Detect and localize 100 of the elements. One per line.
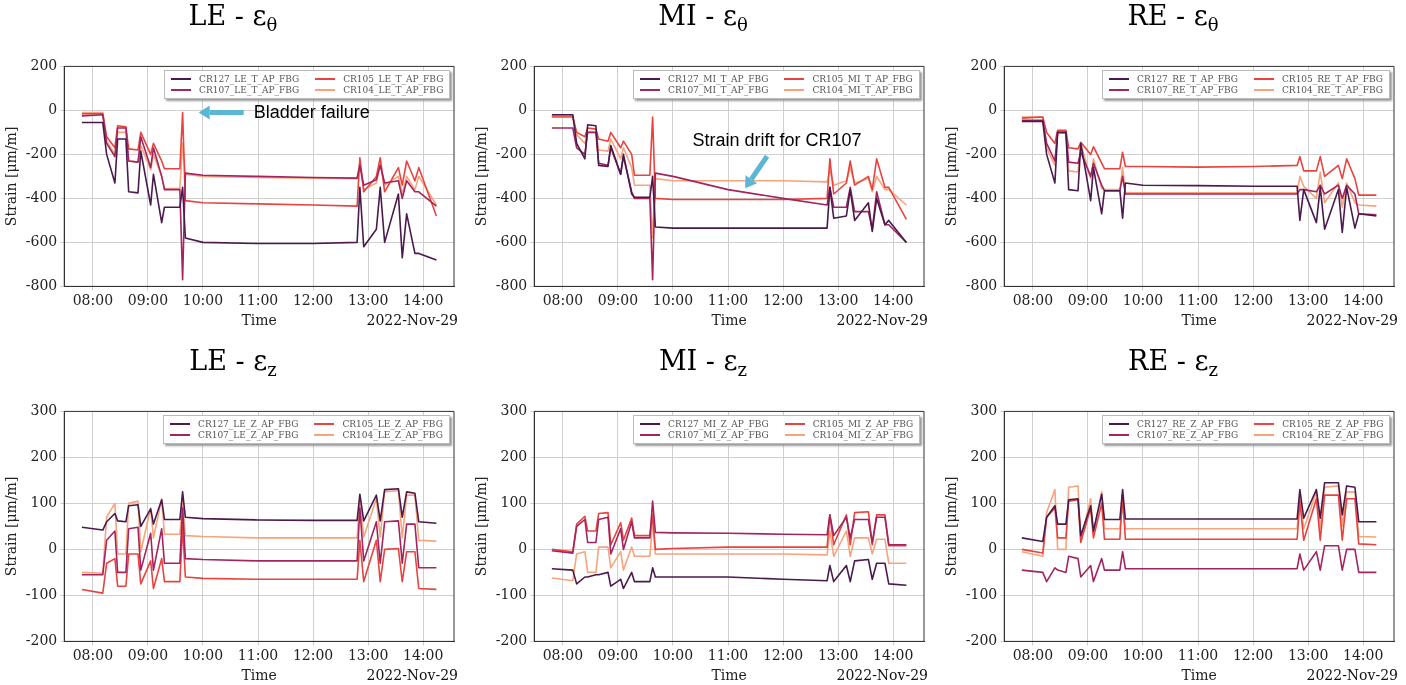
y-tick-label: 100	[30, 494, 58, 511]
y-tick-label: 100	[500, 494, 528, 511]
text: 2022-Nov-29	[836, 666, 928, 683]
y-tick-label: 0	[48, 101, 58, 118]
chart-title: MI - ε$_{θ}$	[657, 0, 749, 38]
y-axis-title: Strain [μm/m]	[473, 476, 490, 577]
x-tick-label: 10:00	[1122, 292, 1164, 309]
y-tick-label: 200	[970, 57, 998, 74]
y-tick-label: 100	[970, 494, 998, 511]
chart-title: MI - ε$_{z}$	[657, 345, 749, 383]
x-tick-label: 09:00	[1067, 647, 1109, 664]
y-tick-label: 300	[500, 402, 528, 419]
x-tick-label: 12:00	[1232, 292, 1274, 309]
x-tick-label: 13:00	[817, 292, 859, 309]
y-tick-label: 200	[500, 448, 528, 465]
x-tick-label: 13:00	[817, 647, 859, 664]
x-tick-label: 14:00	[1342, 292, 1384, 309]
legend-label: CR105_RE_Z_AP_FBG	[1282, 419, 1384, 430]
x-tick-label: 13:00	[347, 647, 389, 664]
x-tick-label: 09:00	[127, 647, 169, 664]
x-tick-label: 08:00	[542, 647, 584, 664]
x-tick-label: 11:00	[1177, 647, 1219, 664]
y-axis-title: Strain [μm/m]	[943, 126, 960, 227]
legend-label: CR104_LE_T_AP_FBG	[343, 85, 444, 96]
y-tick-label: -100	[965, 586, 998, 603]
x-tick-label: 09:00	[1067, 292, 1109, 309]
y-tick-label: 0	[988, 101, 998, 118]
y-tick-label: 300	[30, 402, 58, 419]
legend-label: CR107_RE_T_AP_FBG	[1137, 85, 1238, 96]
y-tick-label: 0	[518, 101, 528, 118]
legend-label: CR127_RE_T_AP_FBG	[1137, 74, 1238, 85]
x-tick-label: 11:00	[707, 292, 749, 309]
legend-label: CR104_MI_Z_AP_FBG	[812, 430, 914, 441]
y-tick-label: 0	[48, 540, 58, 557]
x-tick-label: 10:00	[652, 292, 694, 309]
x-tick-label: 10:00	[652, 647, 694, 664]
y-tick-label: 300	[970, 402, 998, 419]
y-tick-label: -400	[25, 189, 58, 206]
x-tick-label: 10:00	[1122, 647, 1164, 664]
legend-label: CR127_MI_T_AP_FBG	[668, 74, 769, 85]
legend-label: CR127_LE_T_AP_FBG	[199, 74, 300, 85]
y-tick-label: 0	[518, 540, 528, 557]
chart-title: LE - ε$_{z}$	[188, 345, 278, 383]
y-tick-label: -200	[495, 632, 528, 649]
y-tick-label: 0	[988, 540, 998, 557]
x-tick-label: 14:00	[402, 292, 444, 309]
x-tick-label: 11:00	[707, 647, 749, 664]
annotation: Bladder failure	[253, 101, 370, 122]
y-tick-label: -400	[965, 189, 998, 206]
y-tick-label: 200	[30, 57, 58, 74]
y-axis-title: Strain [μm/m]	[473, 126, 490, 227]
y-tick-label: 200	[30, 448, 58, 465]
legend-label: CR127_MI_Z_AP_FBG	[668, 419, 769, 430]
y-tick-label: -600	[25, 233, 58, 250]
x-tick-label: 12:00	[292, 647, 334, 664]
x-tick-label: 12:00	[762, 647, 804, 664]
x-tick-label: 14:00	[1342, 647, 1384, 664]
x-tick-label: 12:00	[762, 292, 804, 309]
x-tick-label: 11:00	[237, 647, 279, 664]
legend-label: CR107_LE_T_AP_FBG	[199, 85, 300, 96]
y-tick-label: -200	[965, 145, 998, 162]
legend-label: CR127_LE_Z_AP_FBG	[198, 419, 299, 430]
y-tick-label: -800	[965, 277, 998, 294]
legend-label: CR104_LE_Z_AP_FBG	[342, 430, 443, 441]
legend-label: CR127_RE_Z_AP_FBG	[1137, 419, 1239, 430]
x-axis-title: Time	[241, 312, 277, 329]
y-tick-label: -200	[25, 145, 58, 162]
legend-label: CR107_RE_Z_AP_FBG	[1137, 430, 1239, 441]
x-axis-title: Time	[1181, 667, 1217, 684]
text: 2022-Nov-29	[1306, 666, 1398, 683]
x-tick-label: 08:00	[72, 292, 114, 309]
text: 2022-Nov-29	[836, 311, 928, 328]
y-axis-title: Strain [μm/m]	[3, 126, 20, 227]
x-tick-label: 11:00	[1177, 292, 1219, 309]
x-tick-label: 11:00	[237, 292, 279, 309]
chart-title: RE - ε$_{z}$	[1127, 345, 1219, 383]
y-tick-label: -800	[495, 277, 528, 294]
y-tick-label: -800	[25, 277, 58, 294]
x-axis-title: Time	[241, 667, 277, 684]
x-tick-label: 12:00	[1232, 647, 1274, 664]
x-axis-title: Time	[1181, 312, 1217, 329]
y-tick-label: -600	[965, 233, 998, 250]
legend-label: CR107_LE_Z_AP_FBG	[198, 430, 299, 441]
annotation: Strain drift for CR107	[692, 130, 862, 151]
x-tick-label: 10:00	[182, 647, 224, 664]
legend-label: CR105_RE_T_AP_FBG	[1281, 74, 1383, 85]
x-tick-label: 09:00	[597, 647, 639, 664]
x-axis-title: Time	[711, 667, 747, 684]
text: 2022-Nov-29	[366, 311, 458, 328]
legend-label: CR104_MI_T_AP_FBG	[812, 85, 913, 96]
legend-label: CR107_MI_Z_AP_FBG	[668, 430, 769, 441]
x-tick-label: 12:00	[292, 292, 334, 309]
y-tick-label: -200	[495, 145, 528, 162]
legend-label: CR104_RE_Z_AP_FBG	[1282, 430, 1384, 441]
text: 2022-Nov-29	[366, 666, 458, 683]
x-tick-label: 09:00	[127, 292, 169, 309]
y-axis-title: Strain [μm/m]	[943, 476, 960, 577]
y-axis-title: Strain [μm/m]	[3, 476, 20, 577]
y-tick-label: -200	[965, 632, 998, 649]
legend-label: CR107_MI_T_AP_FBG	[668, 85, 769, 96]
